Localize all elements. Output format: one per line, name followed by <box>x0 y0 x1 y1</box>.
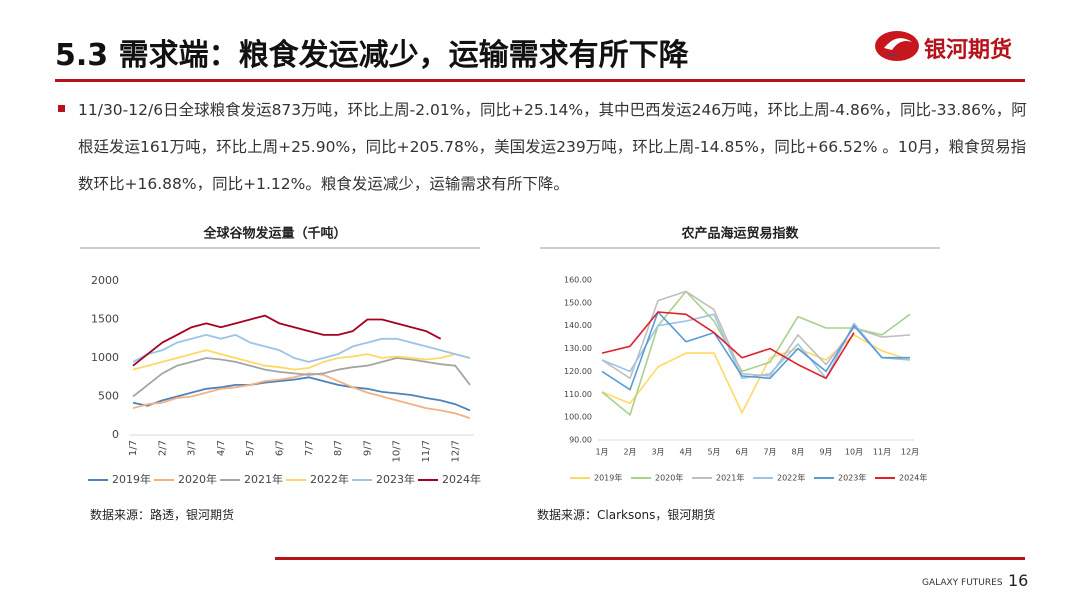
x-tick-label: 12月 <box>901 448 919 457</box>
y-tick-label: 500 <box>98 390 119 403</box>
x-tick-label: 1/7 <box>128 440 139 456</box>
legend-label: 2019年 <box>594 473 622 483</box>
series-line <box>132 372 471 419</box>
legend-label: 2020年 <box>655 473 683 483</box>
y-tick-label: 120.00 <box>564 367 592 376</box>
x-tick-label: 10月 <box>845 448 863 457</box>
series-line <box>601 313 911 380</box>
x-tick-label: 11月 <box>873 448 891 457</box>
x-tick-label: 9/7 <box>362 440 373 456</box>
series-line <box>132 349 471 371</box>
y-tick-label: 90.00 <box>569 436 592 445</box>
page-number: 16 <box>1008 571 1029 590</box>
x-tick-label: 6月 <box>735 448 748 457</box>
legend-label: 2022年 <box>310 472 349 486</box>
series-line <box>132 314 442 367</box>
logo-icon <box>875 31 919 61</box>
logo-text: 银河期货 <box>924 38 1013 63</box>
series-line <box>132 376 471 412</box>
x-tick-label: 8/7 <box>333 440 344 456</box>
x-tick-label: 5月 <box>707 448 720 457</box>
series-line <box>601 334 911 414</box>
x-tick-label: 3月 <box>651 448 664 457</box>
x-tick-label: 9月 <box>819 448 832 457</box>
legend-label: 2021年 <box>716 473 744 483</box>
y-tick-label: 150.00 <box>564 298 592 307</box>
footer-rule <box>275 557 1025 560</box>
legend-label: 2022年 <box>777 473 805 483</box>
x-tick-label: 12/7 <box>450 440 461 462</box>
x-tick-label: 7/7 <box>304 440 315 456</box>
bullet-text: 11/30-12/6日全球粮食发运873万吨，环比上周-2.01%，同比+25.… <box>78 101 1027 193</box>
footer-brand: GALAXY FUTURES <box>922 578 1003 588</box>
x-tick-label: 6/7 <box>275 440 286 456</box>
legend-label: 2021年 <box>244 472 283 486</box>
legend-label: 2023年 <box>376 472 415 486</box>
chart-title: 农产品海运贸易指数 <box>680 226 799 242</box>
series-line <box>132 357 471 398</box>
x-tick-label: 8月 <box>791 448 804 457</box>
x-tick-label: 4月 <box>679 448 692 457</box>
x-tick-label: 4/7 <box>216 440 227 456</box>
series-line <box>132 334 471 363</box>
y-tick-label: 2000 <box>91 274 119 287</box>
y-tick-label: 110.00 <box>564 390 592 399</box>
x-tick-label: 3/7 <box>187 440 198 456</box>
header-rule <box>55 79 1025 82</box>
chart-title: 全球谷物发运量（千吨） <box>202 226 346 242</box>
source: 数据来源：路透，银河期货 <box>90 508 235 522</box>
legend-label: 2023年 <box>838 473 866 483</box>
bullet-mark <box>58 105 65 112</box>
legend-label: 2024年 <box>442 472 481 486</box>
legend-label: 2024年 <box>899 473 927 483</box>
x-tick-label: 2/7 <box>157 440 168 456</box>
series-line <box>601 311 910 391</box>
x-tick-label: 7月 <box>763 448 776 457</box>
slide-title: 5.3 需求端：粮食发运减少，运输需求有所下降 <box>55 38 689 73</box>
x-tick-label: 1月 <box>595 448 608 457</box>
y-tick-label: 140.00 <box>564 321 592 330</box>
legend-label: 2019年 <box>112 472 151 486</box>
y-tick-label: 1000 <box>91 351 119 364</box>
x-tick-label: 5/7 <box>245 440 256 456</box>
series-line <box>601 311 855 380</box>
y-tick-label: 1500 <box>91 313 119 326</box>
legend-label: 2020年 <box>178 472 217 486</box>
y-tick-label: 130.00 <box>564 344 592 353</box>
source: 数据来源：Clarksons，银河期货 <box>537 508 716 522</box>
y-tick-label: 160.00 <box>564 276 592 285</box>
y-tick-label: 0 <box>112 428 119 441</box>
x-tick-label: 2月 <box>623 448 636 457</box>
x-tick-label: 11/7 <box>421 440 432 462</box>
x-tick-label: 10/7 <box>392 440 403 462</box>
y-tick-label: 100.00 <box>564 413 592 422</box>
